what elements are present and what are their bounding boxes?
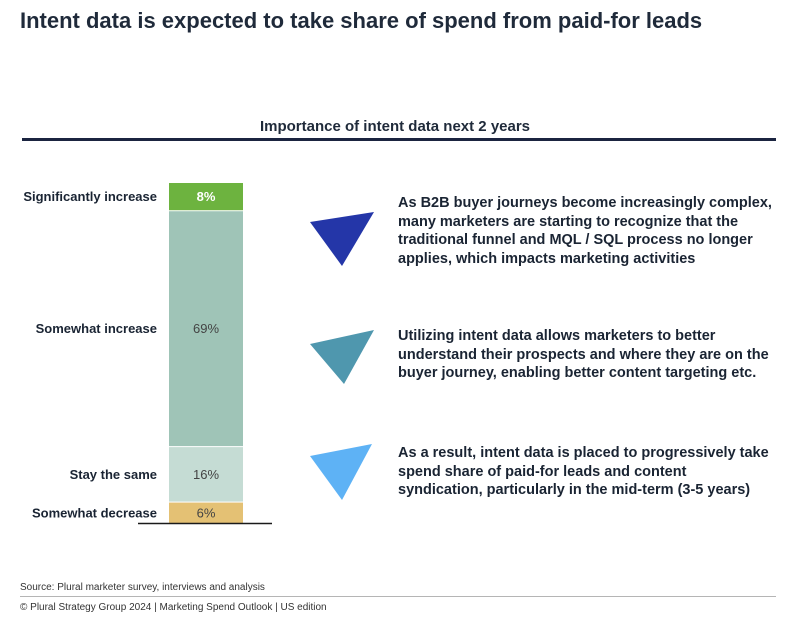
footer-divider	[20, 596, 776, 597]
insight-bullet-2: Utilizing intent data allows marketers t…	[398, 328, 769, 381]
bar-segment	[169, 502, 243, 523]
triangle-icon	[310, 212, 374, 266]
insight-bullet-1: As B2B buyer journeys become increasingl…	[398, 195, 772, 267]
triangle-icon	[310, 330, 374, 384]
page-title: Intent data is expected to take share of…	[20, 8, 703, 33]
triangle-icon-shape-3	[310, 444, 372, 500]
chart-title: Importance of intent data next 2 years	[259, 118, 531, 135]
copyright-footer: © Plural Strategy Group 2024 | Marketing…	[20, 602, 327, 613]
title-divider	[22, 138, 776, 141]
category-label: Stay the same	[70, 467, 157, 482]
bar-segment	[169, 183, 243, 211]
triangle-icon-shape-1	[310, 212, 374, 266]
data-label: 6%	[197, 505, 216, 520]
insight-bullet-3: As a result, intent data is placed to pr…	[398, 445, 769, 498]
source-note: Source: Plural marketer survey, intervie…	[20, 582, 265, 593]
data-label: 69%	[193, 321, 219, 336]
category-label: Somewhat increase	[36, 321, 157, 336]
category-label: Significantly increase	[23, 189, 157, 204]
bar-segment	[169, 211, 243, 447]
data-label: 8%	[197, 189, 216, 204]
triangle-icon	[310, 444, 372, 500]
data-label: 16%	[193, 467, 219, 482]
category-label: Somewhat decrease	[32, 505, 157, 520]
triangle-icon-shape-2	[310, 330, 374, 384]
bar-segment	[169, 447, 243, 502]
